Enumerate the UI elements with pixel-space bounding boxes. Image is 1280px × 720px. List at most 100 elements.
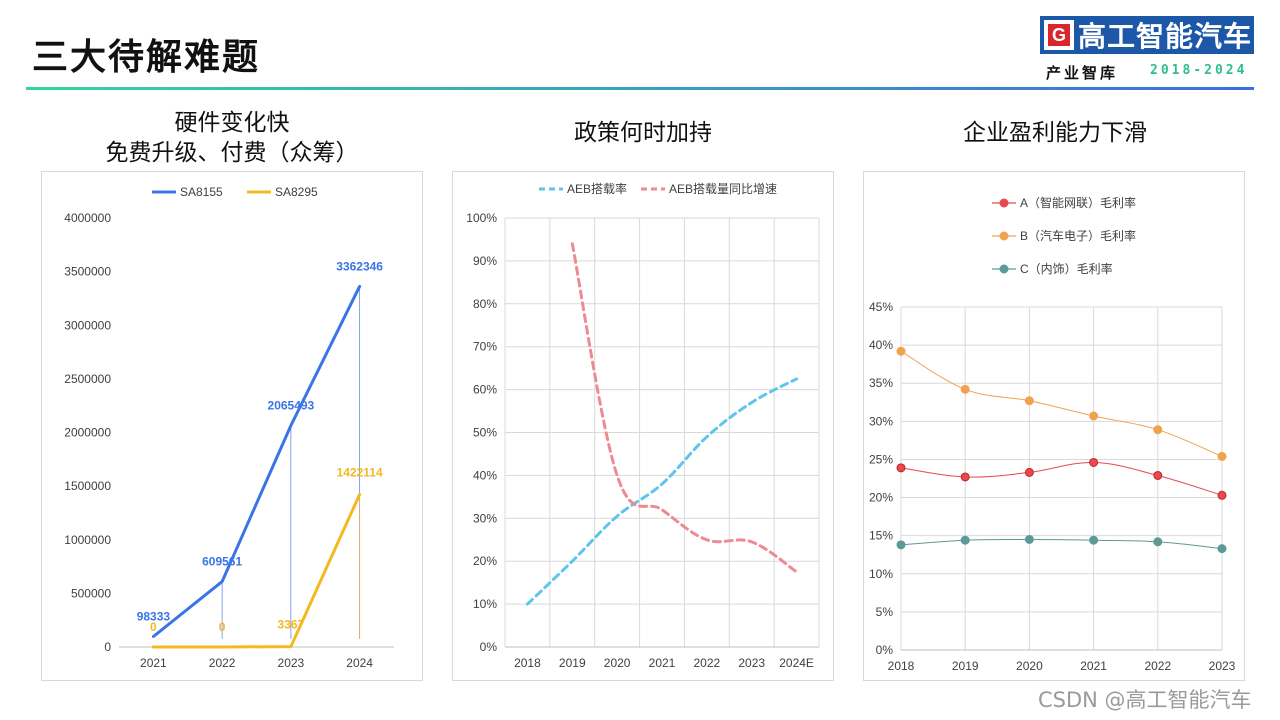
data-point (1024, 467, 1034, 477)
legend-label: SA8295 (275, 185, 318, 199)
y-tick-label: 2000000 (64, 426, 111, 440)
series-line (151, 284, 362, 638)
data-point (896, 346, 906, 356)
y-tick-label: 1500000 (64, 479, 111, 493)
brand-name: 高工智能汽车 (1078, 20, 1253, 53)
data-label: 98333 (137, 609, 171, 623)
y-tick-label: 45% (869, 300, 893, 314)
data-point (896, 463, 906, 473)
y-tick-label: 80% (473, 297, 497, 311)
data-label: 1422114 (337, 465, 383, 479)
data-point (1089, 411, 1099, 421)
x-tick-label: 2019 (559, 656, 586, 670)
legend-marker (999, 231, 1009, 241)
right-panel-heading: 企业盈利能力下滑 (963, 120, 1147, 146)
y-tick-label: 3500000 (64, 265, 111, 279)
middle-panel-heading: 政策何时加持 (574, 120, 712, 146)
page-title: 三大待解难题 (32, 37, 261, 78)
brand-years: 2018-2024 (1150, 63, 1248, 78)
series-line (525, 377, 799, 606)
data-point (1217, 490, 1227, 500)
data-point (1089, 457, 1099, 467)
legend-label: SA8155 (180, 185, 223, 199)
x-tick-label: 2019 (952, 659, 979, 673)
data-point (960, 472, 970, 482)
x-tick-label: 2021 (1080, 659, 1107, 673)
y-tick-label: 30% (473, 511, 497, 525)
aeb-rate-chart: 0% 10% 20% 30% 40% 50% 60% 70% 80% 90% 100% 2018 201… (466, 181, 820, 670)
brand-subtitle: 产业智库 (1046, 64, 1119, 82)
chart-card-margin: 0% 5% 10% 15% 20% 25% 30% 35% 40% 45% 2018 2019 2020… (863, 171, 1245, 681)
x-tick-label: 2018 (888, 659, 915, 673)
x-tick-label: 2020 (1016, 659, 1043, 673)
y-tick-label: 1000000 (64, 533, 111, 547)
legend-label: AEB搭载率 (567, 181, 627, 196)
series-line (900, 538, 1223, 550)
data-label: 609561 (202, 555, 242, 569)
brand-logo-icon: G (1044, 20, 1074, 50)
data-point (896, 540, 906, 550)
legend-label: C（内饰）毛利率 (1020, 261, 1113, 276)
y-tick-label: 10% (473, 597, 497, 611)
y-tick-label: 2500000 (64, 372, 111, 386)
y-tick-label: 35% (869, 376, 893, 390)
y-tick-label: 5% (876, 605, 894, 619)
y-tick-label: 20% (869, 491, 893, 505)
x-tick-label: 2023 (738, 656, 765, 670)
data-label: 0 (219, 620, 226, 634)
x-tick-label: 2022 (1144, 659, 1171, 673)
data-point (1217, 544, 1227, 554)
data-point (1217, 451, 1227, 461)
legend-label: A（智能网联）毛利率 (1020, 195, 1136, 210)
legend-marker (999, 198, 1009, 208)
chip-shipments-chart: 0 500000 1000000 1500000 2000000 2500000 30000… (64, 185, 394, 670)
left-heading-line1: 硬件变化快 (174, 110, 290, 136)
left-panel-heading: 硬件变化快 免费升级、付费（众筹） (40, 108, 424, 168)
data-label: 3367 (278, 618, 305, 632)
x-tick-label: 2021 (140, 656, 167, 670)
data-label: 0 (150, 620, 157, 634)
y-tick-label: 100% (466, 211, 497, 225)
x-tick-label: 2020 (604, 656, 631, 670)
data-point (1024, 396, 1034, 406)
x-tick-label: 2018 (514, 656, 541, 670)
legend-label: B（汽车电子）毛利率 (1020, 228, 1136, 243)
series-line (900, 350, 1223, 457)
data-point (1024, 534, 1034, 544)
legend-marker (999, 264, 1009, 274)
y-tick-label: 25% (869, 452, 893, 466)
y-tick-label: 40% (473, 468, 497, 482)
legend-label: AEB搭载量同比增速 (669, 182, 777, 196)
data-point (960, 384, 970, 394)
data-label: 2065493 (268, 398, 315, 412)
y-tick-label: 10% (869, 567, 893, 581)
watermark: CSDN @高工智能汽车 (1038, 688, 1252, 712)
x-tick-label: 2024E (779, 656, 814, 670)
x-tick-label: 2024 (346, 656, 373, 670)
series-line (900, 461, 1223, 496)
x-tick-label: 2022 (209, 656, 236, 670)
y-tick-label: 50% (473, 426, 497, 440)
y-tick-label: 40% (869, 338, 893, 352)
data-point (1153, 537, 1163, 547)
y-tick-label: 15% (869, 529, 893, 543)
y-tick-label: 500000 (71, 586, 111, 600)
data-point (960, 535, 970, 545)
x-tick-label: 2023 (1209, 659, 1236, 673)
left-heading-line2: 免费升级、付费（众筹） (105, 140, 359, 166)
data-point (1089, 535, 1099, 545)
y-tick-label: 4000000 (64, 211, 111, 225)
y-tick-label: 70% (473, 340, 497, 354)
x-tick-label: 2021 (649, 656, 676, 670)
gross-margin-chart: 0% 5% 10% 15% 20% 25% 30% 35% 40% 45% 2018 2019 2020… (869, 195, 1236, 673)
chart-card-aeb: 0% 10% 20% 30% 40% 50% 60% 70% 80% 90% 100% 2018 201… (452, 171, 834, 681)
y-tick-label: 3000000 (64, 318, 111, 332)
chart-card-chips: 0 500000 1000000 1500000 2000000 2500000 30000… (41, 171, 423, 681)
y-tick-label: 60% (473, 383, 497, 397)
header-divider (26, 87, 1254, 90)
y-tick-label: 90% (473, 254, 497, 268)
series-line (151, 493, 362, 649)
brand-logo-letter: G (1048, 24, 1070, 46)
data-label: 3362346 (336, 259, 383, 273)
x-tick-label: 2022 (694, 656, 721, 670)
